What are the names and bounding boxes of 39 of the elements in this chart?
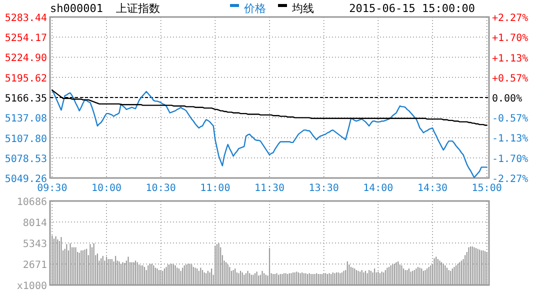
y-tick-label: 2671 — [22, 260, 47, 272]
y-tick-label: 5195.62 — [4, 73, 47, 84]
y2-tick-label: +1.13% — [492, 53, 528, 64]
legend-label: 价格 — [243, 2, 266, 15]
y2-tick-label: -2.27% — [492, 174, 528, 185]
line-series — [52, 90, 488, 178]
y-tick-label: 5224.90 — [4, 53, 47, 64]
x-tick-label: 11:30 — [254, 183, 285, 194]
x-tick-label: 15:00 — [472, 183, 502, 194]
y2-tick-label: -1.70% — [492, 154, 528, 165]
x-tick-label: 10:30 — [146, 183, 176, 194]
chart-title: 上证指数 — [116, 2, 160, 15]
y-tick-label: 8014 — [22, 218, 47, 230]
y2-tick-label: +0.57% — [492, 73, 528, 84]
y-tick-label: 5137.08 — [4, 114, 47, 125]
y2-tick-label: 0.00% — [492, 94, 522, 104]
x-tick-label: 13:30 — [308, 183, 339, 194]
y-tick-label: 5254.17 — [4, 33, 47, 44]
line-series — [52, 90, 488, 126]
y-tick-label: 5343 — [22, 239, 47, 250]
y2-tick-label: -0.57% — [492, 114, 528, 125]
y-tick-label: 5283.44 — [4, 13, 47, 24]
x-tick-label: 11:00 — [200, 183, 230, 194]
y-tick-label: x1000 — [16, 281, 47, 292]
y2-tick-label: +2.27% — [492, 13, 528, 24]
chart-subtitle: sh000001 — [50, 2, 103, 15]
x-tick-label: 09:30 — [37, 183, 68, 194]
x-tick-label: 14:00 — [363, 183, 394, 194]
x-tick-label: 10:00 — [91, 183, 122, 194]
legend-label: 均线 — [291, 2, 314, 15]
text: 2015-06-15 15:00:00 — [349, 2, 475, 15]
y2-tick-label: -1.13% — [492, 134, 528, 145]
y-tick-label: 5078.53 — [4, 154, 47, 165]
y-tick-label: 5049.26 — [4, 174, 47, 185]
y-tick-label: 10686 — [16, 197, 47, 208]
y-tick-label: 5107.80 — [4, 134, 47, 145]
x-tick-label: 14:30 — [417, 183, 448, 194]
y2-tick-label: +1.70% — [492, 33, 528, 44]
y-tick-label: 5166.35 — [4, 94, 47, 104]
